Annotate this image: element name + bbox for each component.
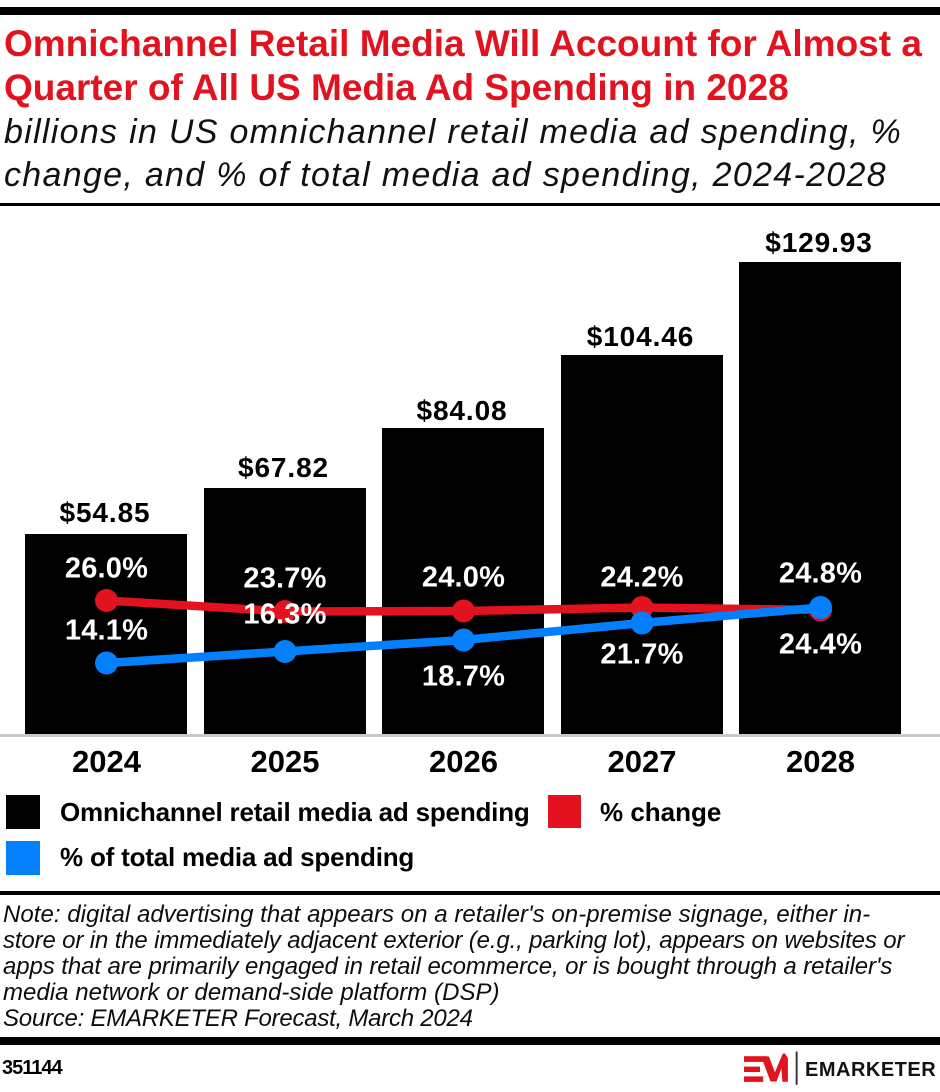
svg-text:EMARKETER: EMARKETER [805, 1059, 936, 1081]
